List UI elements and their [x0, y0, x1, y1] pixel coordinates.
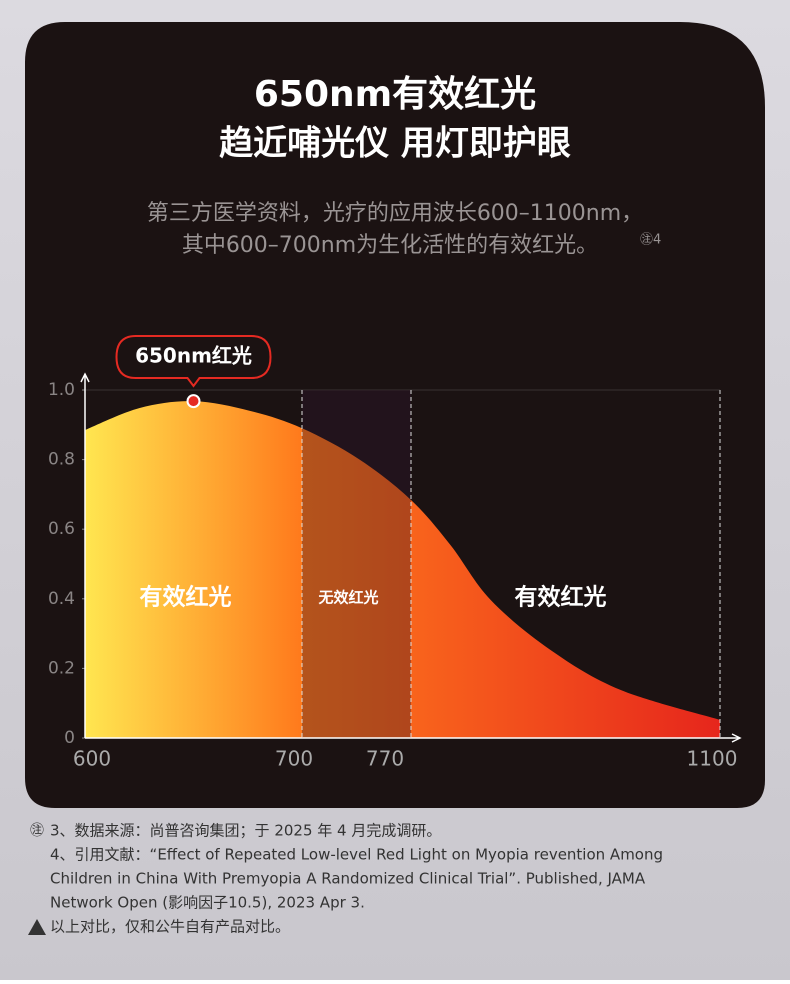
- chart: 600 700 770 1100 0 0.2 0.4 0.6 0.8 1.0 有效红光 无效红光 有效红…: [48, 335, 742, 771]
- marker-point: [186, 394, 201, 409]
- region-label: 有效红光: [140, 584, 232, 611]
- y-tick-label: 0.4: [48, 589, 75, 609]
- x-axis: [85, 733, 742, 743]
- subtitle: 第三方医学资料，光疗的应用波长600–1100nm，: [147, 201, 643, 226]
- x-tick-label: 600: [73, 747, 111, 771]
- region-shade: [302, 390, 411, 738]
- x-tick-label: 700: [275, 747, 313, 771]
- footnote: Children in China With Premyopia A Rando…: [50, 870, 646, 888]
- title: 650nm有效红光: [254, 74, 536, 115]
- marker-label: 650nm红光: [135, 344, 252, 368]
- x-tick-label: 1100: [687, 747, 738, 771]
- y-tick-label: 1.0: [48, 380, 75, 400]
- footnote: 4、引用文献：“Effect of Repeated Low-level Red…: [50, 846, 663, 864]
- title: 趋近哺光仪 用灯即护眼: [219, 124, 571, 164]
- region-label: 无效红光: [317, 589, 378, 607]
- area: [85, 401, 720, 738]
- region-label: 有效红光: [515, 584, 607, 611]
- footnote: 3、数据来源：尚普咨询集团；于 2025 年 4 月完成调研。: [50, 822, 441, 840]
- y-tick-label: 0.6: [48, 519, 75, 539]
- y-tick-label: 0: [64, 728, 75, 748]
- warning-icon: [28, 919, 46, 935]
- y-tick-label: 0.2: [48, 658, 75, 678]
- subtitle: 其中600–700nm为生化活性的有效红光。: [182, 233, 598, 258]
- warning: 以上对比，仅和公牛自有产品对比。: [50, 918, 290, 936]
- subtitle-note: ㊟4: [640, 233, 661, 248]
- footnote: Network Open (影响因子10.5), 2023 Apr 3.: [50, 894, 365, 912]
- marker-bubble: [115, 335, 272, 388]
- x-tick-label: 770: [366, 747, 404, 771]
- footnote-mark: ㊟: [30, 823, 44, 839]
- y-axis: [80, 372, 90, 738]
- y-tick-label: 0.8: [48, 450, 75, 470]
